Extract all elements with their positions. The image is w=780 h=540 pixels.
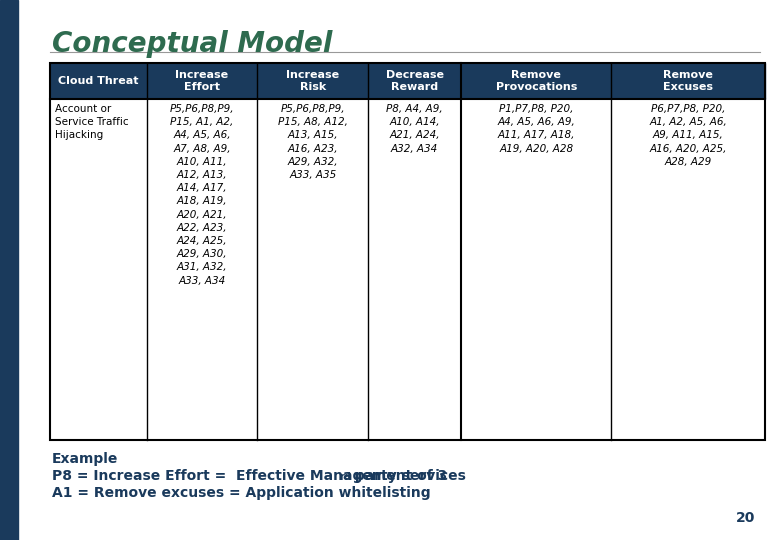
Text: Decrease
Reward: Decrease Reward <box>385 70 444 92</box>
Bar <box>50 63 765 440</box>
Text: P8, A4, A9,
A10, A14,
A21, A24,
A32, A34: P8, A4, A9, A10, A14, A21, A24, A32, A34 <box>386 104 443 153</box>
Text: Account or
Service Traffic
Hijacking: Account or Service Traffic Hijacking <box>55 104 129 140</box>
Text: rd: rd <box>339 472 350 482</box>
Text: Remove
Excuses: Remove Excuses <box>663 70 713 92</box>
Text: A1 = Remove excuses = Application whitelisting: A1 = Remove excuses = Application whitel… <box>52 486 431 500</box>
Text: Increase
Effort: Increase Effort <box>176 70 229 92</box>
Text: Example: Example <box>52 452 119 466</box>
Text: party services: party services <box>349 469 466 483</box>
Text: P5,P6,P8,P9,
P15, A1, A2,
A4, A5, A6,
A7, A8, A9,
A10, A11,
A12, A13,
A14, A17,
: P5,P6,P8,P9, P15, A1, A2, A4, A5, A6, A7… <box>170 104 234 286</box>
Text: P1,P7,P8, P20,
A4, A5, A6, A9,
A11, A17, A18,
A19, A20, A28: P1,P7,P8, P20, A4, A5, A6, A9, A11, A17,… <box>498 104 575 153</box>
Text: P5,P6,P8,P9,
P15, A8, A12,
A13, A15,
A16, A23,
A29, A32,
A33, A35: P5,P6,P8,P9, P15, A8, A12, A13, A15, A16… <box>278 104 348 180</box>
Text: 20: 20 <box>736 511 755 525</box>
Bar <box>50 63 765 99</box>
Text: Increase
Risk: Increase Risk <box>286 70 339 92</box>
Text: Conceptual Model: Conceptual Model <box>52 30 332 58</box>
Text: P8 = Increase Effort =  Effective Management of 3: P8 = Increase Effort = Effective Managem… <box>52 469 447 483</box>
Text: Cloud Threat: Cloud Threat <box>58 76 139 86</box>
Text: Remove
Provocations: Remove Provocations <box>495 70 577 92</box>
Text: P6,P7,P8, P20,
A1, A2, A5, A6,
A9, A11, A15,
A16, A20, A25,
A28, A29: P6,P7,P8, P20, A1, A2, A5, A6, A9, A11, … <box>649 104 727 167</box>
Bar <box>0 0 18 540</box>
Bar <box>50 99 765 440</box>
